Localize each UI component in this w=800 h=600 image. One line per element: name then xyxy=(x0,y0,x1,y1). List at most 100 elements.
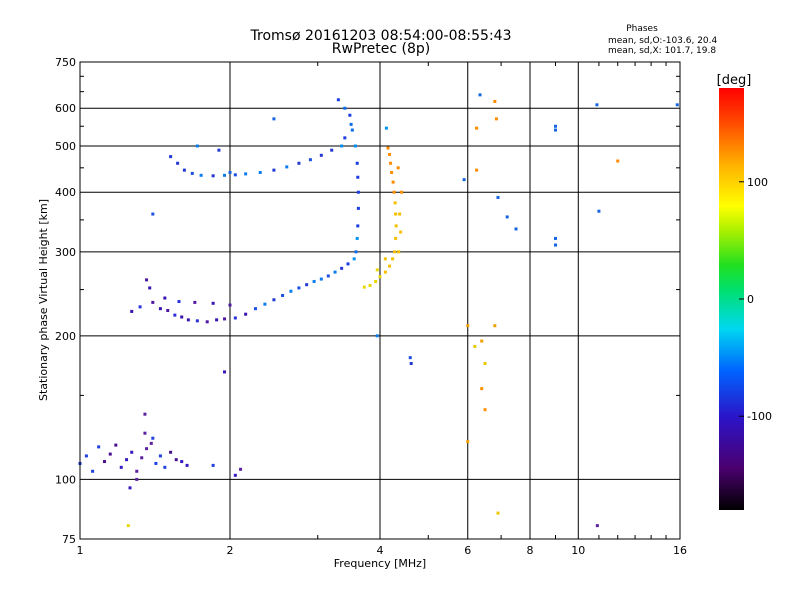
data-point-o xyxy=(158,454,162,458)
data-point-x xyxy=(396,166,400,170)
data-point-o xyxy=(169,155,173,159)
data-point-o xyxy=(263,302,267,306)
x-tick-label: 1 xyxy=(77,544,84,557)
colorbar-tick-label: 100 xyxy=(747,176,768,189)
y-axis-label: Stationary phase Virtual Height [km] xyxy=(37,199,50,401)
data-points xyxy=(78,93,679,528)
data-point-o xyxy=(148,286,152,290)
data-point-o xyxy=(595,524,599,528)
data-point-o xyxy=(305,283,309,287)
data-point-o xyxy=(343,106,347,110)
y-tick-label: 400 xyxy=(55,186,76,199)
data-point-o xyxy=(239,467,243,471)
data-point-x xyxy=(483,408,487,412)
data-point-x xyxy=(393,250,397,254)
phases-title: Phases xyxy=(626,24,658,34)
data-point-o xyxy=(145,278,149,282)
data-point-o xyxy=(138,305,142,309)
data-point-o xyxy=(333,270,337,274)
data-point-o xyxy=(190,171,194,175)
data-point-o xyxy=(308,158,312,162)
phases-mean-x: mean, sd,X: 101.7, 19.8 xyxy=(608,46,716,56)
data-point-isolated xyxy=(553,124,557,128)
data-point-o xyxy=(346,262,350,266)
data-point-isolated xyxy=(595,103,599,107)
data-point-o xyxy=(272,168,276,172)
data-point-o xyxy=(223,370,227,374)
data-point-o xyxy=(199,173,203,177)
data-point-isolated xyxy=(505,215,509,219)
colorbar-ticks: 100 0 -100 xyxy=(739,176,772,423)
data-point-o xyxy=(354,250,358,254)
data-point-isolated xyxy=(478,93,482,97)
data-point-o xyxy=(163,296,167,300)
data-point-o xyxy=(145,447,149,451)
data-point-o xyxy=(375,334,379,338)
y-tick-label: 500 xyxy=(55,140,76,153)
data-point-o xyxy=(233,473,237,477)
x-tick-label: 4 xyxy=(377,544,384,557)
data-point-isolated xyxy=(496,195,500,199)
data-point-o xyxy=(336,98,340,102)
data-point-o xyxy=(169,450,173,454)
data-point-isolated xyxy=(553,243,557,247)
data-point-o xyxy=(352,257,356,261)
data-point-x xyxy=(390,170,394,174)
data-point-o xyxy=(228,303,232,307)
data-point-o xyxy=(340,144,344,148)
data-point-isolated xyxy=(228,170,232,174)
y-tick-label: 600 xyxy=(55,102,76,115)
chart-subtitle: RwPretec (8p) xyxy=(332,41,430,57)
data-point-x xyxy=(483,361,487,365)
data-point-x xyxy=(378,275,382,279)
data-point-x xyxy=(391,257,395,261)
data-point-o xyxy=(174,458,178,462)
data-point-x xyxy=(496,511,500,515)
data-point-o xyxy=(128,486,132,490)
data-point-x xyxy=(494,117,498,121)
data-point-o xyxy=(356,175,360,179)
y-tick-label: 300 xyxy=(55,246,76,259)
data-point-o xyxy=(244,172,248,176)
colorbar-tick-label: 0 xyxy=(747,293,754,306)
data-point-o xyxy=(349,122,353,126)
data-point-isolated xyxy=(272,117,276,121)
data-point-o xyxy=(253,307,257,311)
data-point-x xyxy=(399,230,403,234)
axis-ticks: 75 100 200 300 400 500 600 750 1 2 4 6 8 10 16 xyxy=(55,56,687,557)
y-tick-label: 750 xyxy=(55,56,76,69)
x-tick-label: 10 xyxy=(571,544,585,557)
data-point-o xyxy=(343,136,347,140)
data-point-x xyxy=(391,180,395,184)
data-point-o xyxy=(312,279,316,283)
data-point-x xyxy=(383,257,387,261)
data-point-x xyxy=(368,283,372,287)
x-axis-label: Frequency [MHz] xyxy=(334,557,426,570)
data-point-o xyxy=(135,477,139,481)
data-point-o xyxy=(348,113,352,117)
data-point-o xyxy=(149,441,153,445)
colorbar: [deg] 100 0 -100 xyxy=(717,73,772,510)
data-point-o xyxy=(356,224,360,228)
data-point-o xyxy=(285,165,289,169)
y-tick-label: 75 xyxy=(62,533,76,546)
data-point-o xyxy=(258,170,262,174)
data-point-o xyxy=(355,236,359,240)
data-point-x xyxy=(389,161,393,165)
data-point-isolated xyxy=(553,128,557,132)
data-point-x xyxy=(392,190,396,194)
data-point-x xyxy=(475,168,479,172)
data-point-isolated xyxy=(597,209,601,213)
data-point-o xyxy=(244,312,248,316)
data-point-o xyxy=(154,461,158,465)
data-point-isolated xyxy=(514,227,518,231)
data-point-o xyxy=(297,286,301,290)
data-point-o xyxy=(180,460,184,464)
data-point-x xyxy=(394,224,398,228)
data-point-o xyxy=(130,309,134,313)
data-point-o xyxy=(84,454,88,458)
data-point-o xyxy=(211,174,215,178)
data-point-x xyxy=(394,212,398,216)
data-point-o xyxy=(205,320,209,324)
